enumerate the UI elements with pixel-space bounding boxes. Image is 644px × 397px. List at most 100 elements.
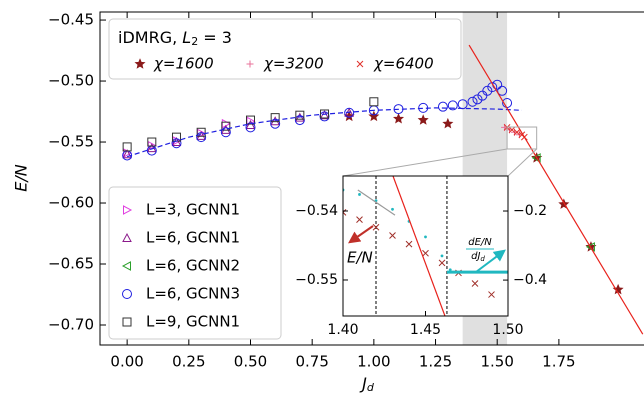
x-tick-label: 1.25 xyxy=(419,353,452,371)
legend-title-text: iDMRG, xyxy=(118,28,182,47)
legend-label: L=9, GCNN1 xyxy=(146,313,240,331)
data-point xyxy=(389,232,396,239)
axes-frame xyxy=(99,11,644,346)
legend-marker xyxy=(122,232,132,242)
data-point xyxy=(270,116,280,126)
legend-marker xyxy=(246,60,254,68)
data-point xyxy=(438,259,446,267)
data-point xyxy=(497,85,508,96)
data-point xyxy=(488,291,495,298)
y2-tick-label: −0.4 xyxy=(513,272,547,288)
x-axis-label-main: J xyxy=(359,374,367,393)
data-point xyxy=(424,235,427,239)
legend-label: χ=3200 xyxy=(263,55,324,73)
legend-title-text: = 3 xyxy=(198,28,232,47)
data-point xyxy=(585,242,595,252)
annotation: E/N xyxy=(347,249,373,267)
data-point xyxy=(196,127,206,137)
data-point xyxy=(196,130,206,140)
data-point xyxy=(405,240,413,248)
x-tick-label: 1.45 xyxy=(410,322,441,338)
data-point xyxy=(369,97,379,107)
data-point xyxy=(220,127,231,138)
legend-label: χ=6400 xyxy=(373,55,434,73)
data-point xyxy=(343,209,347,216)
data-point xyxy=(196,132,207,143)
zoom-connector xyxy=(507,148,538,177)
y-tick-label: −0.50 xyxy=(48,72,94,90)
data-point xyxy=(294,115,305,126)
data-point xyxy=(467,96,478,107)
data-point xyxy=(344,107,355,118)
annotation-sub: d xyxy=(480,255,485,263)
y-tick-label: −0.55 xyxy=(295,272,338,288)
legend-label: L=6, GCNN1 xyxy=(146,229,240,247)
x-tick-label: 0.50 xyxy=(234,353,267,371)
data-point xyxy=(472,94,483,105)
y-tick-label: −0.54 xyxy=(295,203,338,219)
data-point xyxy=(448,268,452,272)
data-point xyxy=(122,149,132,159)
data-point xyxy=(245,115,255,125)
x-tick-label: 1.50 xyxy=(481,353,514,371)
data-point xyxy=(356,216,363,223)
data-point xyxy=(221,121,231,131)
y-tick-label: −0.60 xyxy=(48,194,94,212)
legend-marker xyxy=(121,261,131,271)
data-point xyxy=(295,112,305,122)
y2-tick-label: −0.2 xyxy=(513,203,547,219)
data-point xyxy=(122,142,132,152)
annotation: dE/N xyxy=(468,237,492,248)
x-tick-label: 1.75 xyxy=(542,353,575,371)
data-point xyxy=(422,249,429,257)
legend-title-var: L xyxy=(182,28,191,47)
x-tick-label: 1.00 xyxy=(357,353,390,371)
legend-label: L=6, GCNN2 xyxy=(146,257,240,275)
data-point xyxy=(508,126,516,134)
legend-marker xyxy=(134,58,146,69)
x-tick-label: 1.40 xyxy=(327,322,358,338)
data-point xyxy=(531,153,541,163)
x-tick-label: 1.50 xyxy=(492,322,523,338)
fit-line xyxy=(392,176,446,316)
data-point xyxy=(471,280,479,287)
data-point xyxy=(391,207,394,211)
fit-line xyxy=(126,107,522,158)
x-tick-label: 0.00 xyxy=(110,353,143,371)
legend-box xyxy=(108,186,282,340)
data-point xyxy=(442,117,454,129)
y-tick-label: −0.45 xyxy=(48,11,94,29)
annotation-arrow xyxy=(475,249,506,273)
legend-label: L=6, GCNN3 xyxy=(146,285,240,303)
zoom-box xyxy=(506,126,538,150)
x-tick-label: 0.75 xyxy=(295,353,328,371)
legend-label: χ=1600 xyxy=(153,55,214,73)
data-point xyxy=(513,128,521,136)
y-axis-label: E/N xyxy=(12,164,31,192)
legend-marker xyxy=(122,289,132,299)
annotation-arrow xyxy=(348,225,374,244)
data-point xyxy=(245,122,256,133)
data-point xyxy=(447,100,458,111)
legend-title-sub: 2 xyxy=(191,35,198,48)
data-point xyxy=(245,119,256,129)
data-point xyxy=(147,137,157,147)
data-point xyxy=(372,223,380,231)
x-tick-label: 0.25 xyxy=(172,353,205,371)
data-point xyxy=(171,138,182,149)
data-point xyxy=(437,101,448,112)
legend-title: iDMRG, L2 = 3 xyxy=(118,28,232,49)
fit-line xyxy=(468,44,644,335)
data-point xyxy=(295,110,305,120)
data-point xyxy=(393,113,405,124)
zoom-connector xyxy=(342,148,508,177)
data-point xyxy=(270,118,281,129)
inset-background xyxy=(343,176,508,316)
data-point xyxy=(358,193,361,196)
fit-line xyxy=(357,189,396,216)
y-tick-label: −0.65 xyxy=(48,255,94,273)
x-axis-label: Jd xyxy=(359,374,375,395)
data-point xyxy=(320,109,330,119)
y-tick-label: −0.70 xyxy=(48,315,94,333)
